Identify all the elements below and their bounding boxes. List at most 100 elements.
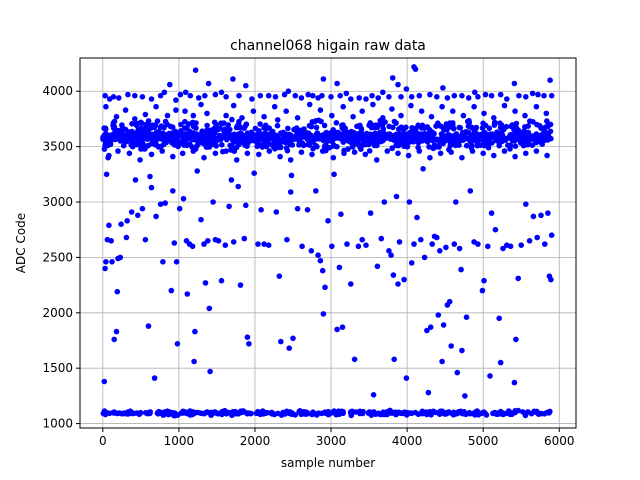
data-point [542,131,548,137]
data-point [153,213,159,220]
data-point [246,341,252,347]
data-point [292,92,299,99]
data-point [405,152,412,159]
data-point [486,125,493,132]
data-point [293,125,300,131]
data-point [228,147,234,153]
data-point [426,126,433,133]
data-point [182,108,188,114]
data-point [195,95,202,101]
data-point [204,127,210,134]
data-point [257,121,263,127]
data-point [340,131,347,137]
data-point [272,94,279,100]
data-point [161,89,168,96]
data-point [325,218,331,224]
data-point [444,95,451,101]
data-point [429,241,436,247]
data-point [463,314,470,321]
data-point [104,410,110,416]
data-point [524,141,530,148]
data-point [543,110,550,117]
data-point [498,410,505,417]
data-point [479,125,486,131]
data-point [493,137,500,144]
data-point [504,96,510,102]
data-point [243,82,249,89]
data-point [111,125,117,132]
data-point [287,141,294,148]
data-point [370,392,377,398]
data-point [198,101,204,108]
data-point [113,328,120,335]
data-point [193,125,199,131]
data-point [337,92,344,99]
data-point [408,410,415,417]
data-point [544,152,550,159]
data-point [516,135,522,141]
data-point [505,408,512,414]
data-point [321,122,328,129]
data-point [216,410,222,417]
data-point [171,240,178,246]
data-point [277,153,283,160]
data-point [391,118,398,125]
data-point [192,409,199,416]
data-point [300,409,307,416]
data-point [168,287,175,294]
data-point [515,275,521,282]
x-tick-label: 5000 [468,434,499,448]
x-axis-ticks: 0 1000 2000 3000 4000 5000 6000 [99,428,575,448]
data-point [384,148,391,154]
data-point [472,412,478,418]
data-point [285,88,292,94]
data-point [157,201,164,207]
data-point [204,409,210,415]
data-point [147,173,153,180]
data-point [456,245,463,252]
data-point [389,106,395,112]
x-tick-label: 6000 [544,434,575,448]
data-point [298,127,304,134]
data-point [115,410,122,417]
data-point [283,108,290,114]
data-point [403,375,410,381]
data-point [483,412,490,418]
data-point [201,241,207,247]
data-point [192,328,198,335]
data-point [458,266,464,273]
data-point [547,128,554,135]
data-point [371,142,378,149]
data-point [501,126,507,133]
data-point [512,143,519,149]
data-point [377,129,383,136]
data-point [288,172,295,179]
data-point [158,123,165,129]
data-point [497,91,504,98]
data-point [523,150,529,157]
data-point [211,409,218,415]
data-point [435,312,442,318]
data-point [382,132,389,138]
data-point [115,148,121,154]
data-point [344,241,350,247]
data-point [449,120,456,126]
data-point [114,288,121,295]
data-point [501,148,508,154]
y-tick-label: 3000 [42,195,73,209]
data-point [190,112,197,119]
data-point [466,117,472,124]
data-point [534,234,540,241]
data-point [544,118,550,124]
data-point [166,130,173,137]
data-point [533,103,540,110]
data-point [395,126,402,132]
data-point [102,126,109,133]
data-point [437,248,443,254]
data-point [230,76,236,82]
data-point [199,128,205,134]
data-point [287,189,294,195]
data-point [172,412,178,419]
data-point [177,91,184,98]
